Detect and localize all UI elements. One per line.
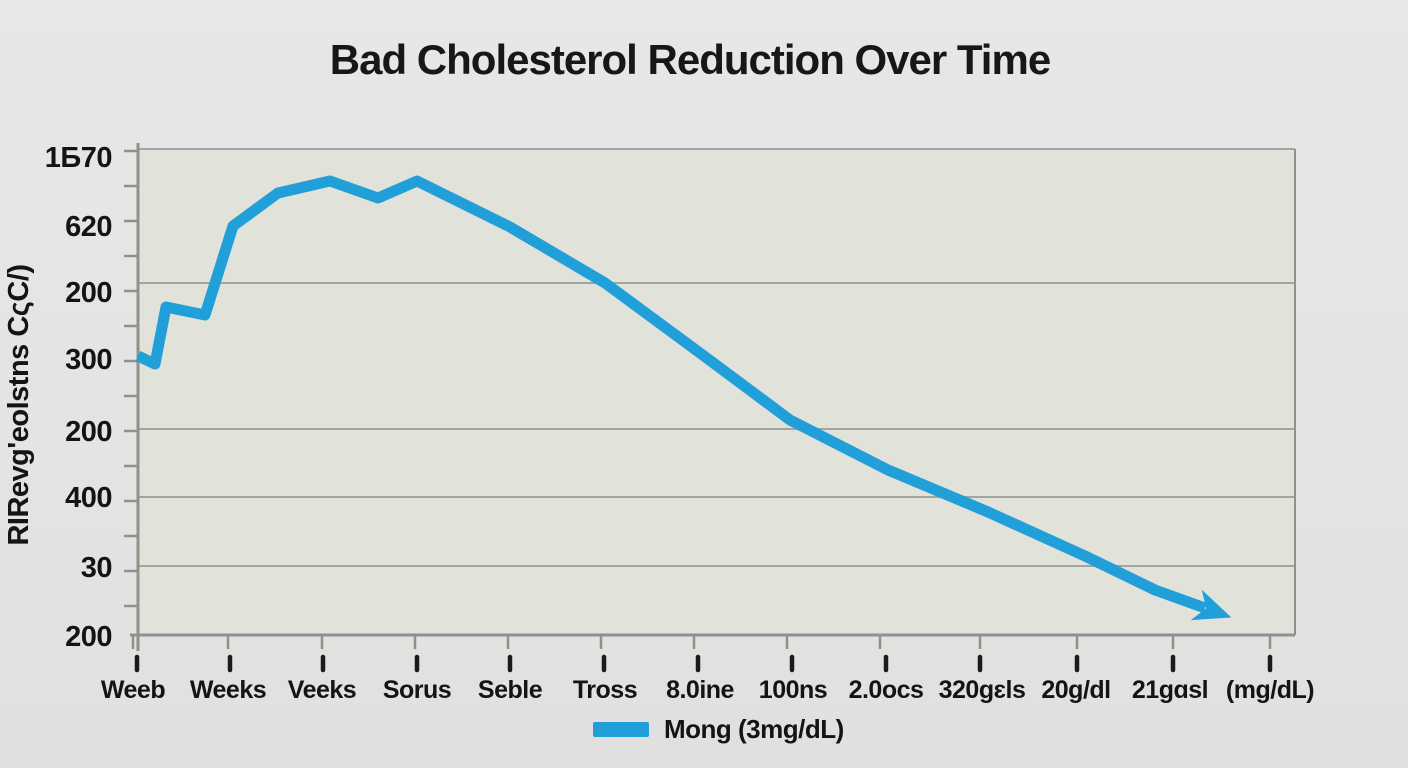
x-tick-label: 20g/dl [1041, 676, 1111, 704]
x-tick-label: Tross [572, 676, 638, 704]
y-tick-label: 200 [65, 621, 112, 653]
y-axis-ticks [124, 149, 138, 608]
x-tick-label: Seble [477, 676, 543, 704]
y-tick-label: 200 [65, 277, 112, 309]
x-tick-label: 100ns [758, 676, 828, 704]
y-tick-label: 200 [65, 416, 112, 448]
x-tick-label: 8.0ine [666, 676, 734, 704]
x-tick-label: 21gɑsl [1131, 676, 1209, 704]
legend-label: Mong (3mg/dL) [664, 714, 844, 744]
x-tick-label: Veeks [287, 676, 357, 704]
plot-area [138, 149, 1295, 635]
legend-swatch [593, 722, 649, 737]
trend-line [135, 175, 1232, 621]
gridlines [138, 148, 1295, 567]
y-tick-label: 620 [65, 211, 112, 243]
y-tick-label: 400 [65, 482, 112, 514]
x-tick-label: 320gɛls [938, 676, 1026, 704]
legend: Mong (3mg/dL) [593, 714, 844, 745]
x-tick-label: Weeb [100, 676, 166, 704]
y-tick-label: 300 [65, 344, 112, 376]
y-tick-label: 30 [80, 552, 113, 584]
x-tick-label: Weeks [189, 676, 267, 704]
x-tick-label: Sorus [382, 676, 452, 704]
x-tick-label: 2.0ocs [848, 676, 924, 704]
page-title: Bad Cholesterol Reduction Over Time [329, 36, 1051, 83]
y-tick-label: 1Б70 [44, 142, 113, 174]
x-axis-ticks [131, 635, 1272, 649]
x-label-marks [134, 654, 1273, 673]
x-tick-label: (mg/dL) [1225, 676, 1315, 704]
